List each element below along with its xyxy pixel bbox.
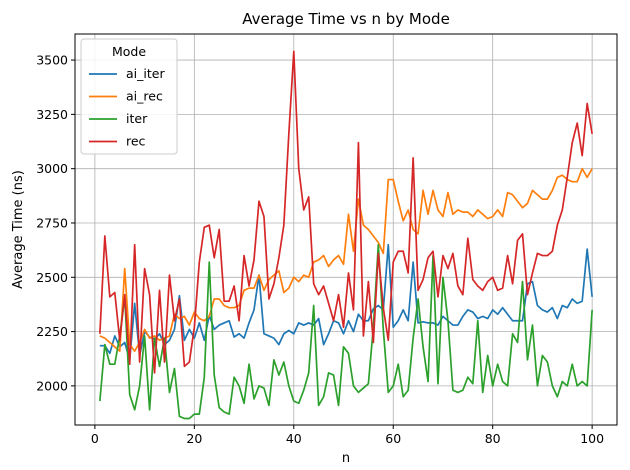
x-tick-label: 100 xyxy=(580,431,604,446)
series-line-iter xyxy=(99,243,593,420)
chart-title: Average Time vs n by Mode xyxy=(242,10,450,28)
x-tick-label: 80 xyxy=(485,431,501,446)
y-axis-title: Average Time (ns) xyxy=(11,170,26,289)
y-tick-label: 3500 xyxy=(36,53,68,68)
y-tick-label: 2500 xyxy=(36,270,68,285)
series-line-ai-rec xyxy=(99,167,593,352)
x-tick-label: 0 xyxy=(91,431,99,446)
legend-label-rec: rec xyxy=(126,134,146,149)
legend-label-iter: iter xyxy=(126,111,148,126)
y-tick-label: 2000 xyxy=(36,378,68,393)
legend-title: Mode xyxy=(112,44,146,59)
x-axis-title: n xyxy=(342,451,350,466)
y-tick-label: 2750 xyxy=(36,215,68,230)
x-tick-label: 20 xyxy=(186,431,202,446)
axis-ticks: 0 20 40 60 80 100 2000 2250 2500 2750 3000 3250 3500 xyxy=(36,53,604,446)
y-tick-label: 3250 xyxy=(36,107,68,122)
x-tick-label: 40 xyxy=(286,431,302,446)
y-tick-label: 2250 xyxy=(36,324,68,339)
legend-label-ai-iter: ai_iter xyxy=(126,66,165,81)
x-tick-label: 60 xyxy=(385,431,401,446)
y-tick-label: 3000 xyxy=(36,161,68,176)
legend-label-ai-rec: ai_rec xyxy=(126,89,163,104)
plot-frame xyxy=(74,33,618,426)
series-line-rec xyxy=(99,50,593,374)
series-lines xyxy=(99,50,593,420)
legend-box xyxy=(80,38,178,155)
